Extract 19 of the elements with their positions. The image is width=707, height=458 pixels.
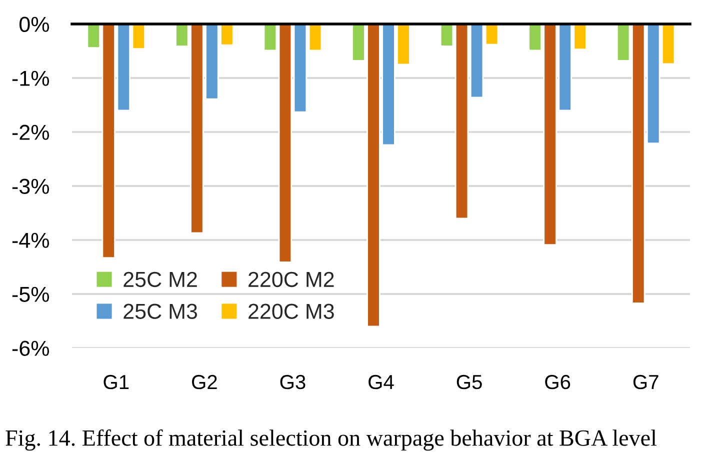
y-tick-label: 0%	[20, 16, 50, 32]
x-tick-label: G6	[545, 374, 570, 390]
y-tick-label: -5%	[12, 286, 50, 302]
y-tick-label: -2%	[12, 124, 50, 140]
y-tick-label: -6%	[12, 340, 50, 356]
y-tick-label: -1%	[12, 70, 50, 86]
x-tick-label: G7	[633, 374, 658, 390]
caption: Fig. 14. Effect of material selection on warpage behavior at BGA level	[6, 429, 657, 451]
x-tick-label: G4	[368, 374, 394, 390]
legend-label: 220C M2	[248, 272, 334, 288]
y-tick-label: -4%	[12, 232, 50, 248]
legend-label: 220C M3	[248, 304, 334, 319]
legend-label: 25C M2	[124, 272, 197, 288]
x-tick-label: G5	[456, 374, 482, 390]
x-tick-label: G3	[280, 374, 306, 390]
x-tick-label: G2	[192, 374, 217, 390]
legend-label: 25C M3	[124, 304, 198, 319]
x-tick-label: G1	[104, 374, 129, 390]
y-tick-label: -3%	[12, 178, 50, 194]
